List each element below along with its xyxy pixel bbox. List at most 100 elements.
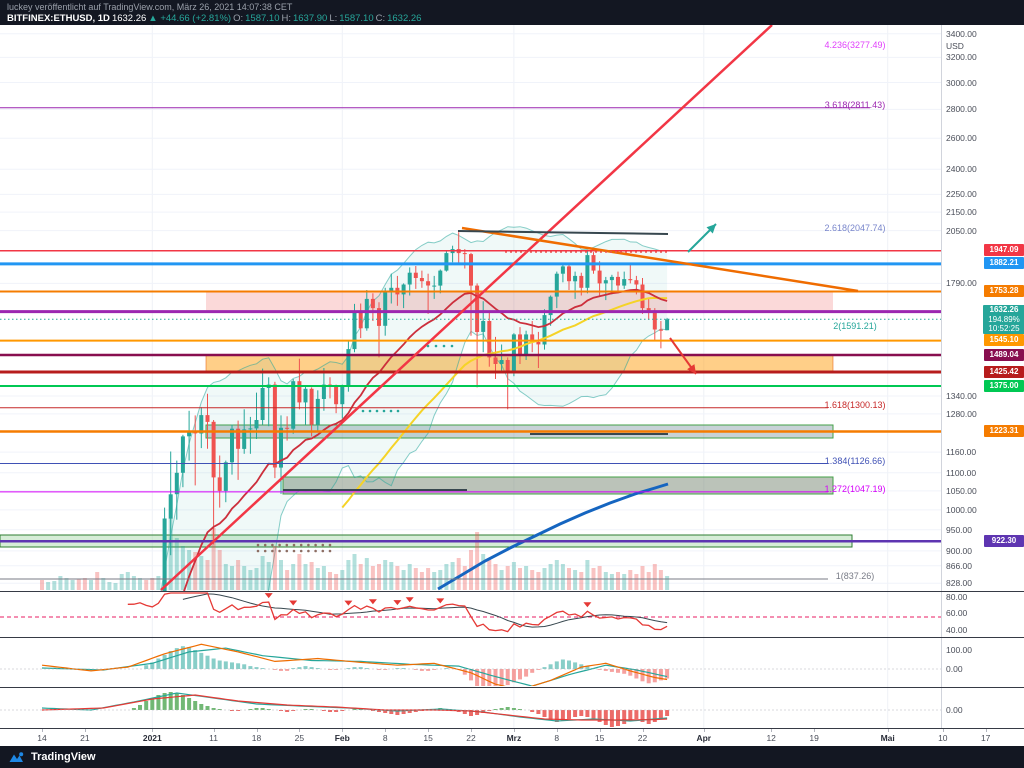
candle [518, 327, 522, 364]
candle [285, 416, 290, 441]
dot-marker [299, 543, 303, 547]
time-label[interactable]: 14 [37, 733, 47, 743]
candle [279, 415, 283, 494]
time-label[interactable]: 17 [980, 733, 991, 743]
dot-marker [361, 409, 365, 413]
gray-segment[interactable] [457, 230, 669, 235]
time-label[interactable]: 22 [466, 733, 476, 743]
price-tick: 2600.00 [946, 133, 977, 144]
fib-level-label[interactable]: 1.618(1300.13) [824, 399, 886, 410]
fib-level-label[interactable]: 1(837.26) [835, 571, 875, 581]
time-label[interactable]: 25 [294, 733, 305, 743]
fib-level-label[interactable]: 4.236(3277.49) [824, 40, 886, 51]
ma-yellow [341, 296, 668, 509]
time-tick [814, 728, 816, 732]
price-tick: 1280.00 [946, 408, 977, 419]
trendline[interactable] [461, 226, 859, 293]
price-level-label[interactable]: 1545.10 [984, 334, 1024, 347]
price-level-label[interactable]: 1223.31 [984, 425, 1024, 437]
arrow-drawing[interactable] [687, 223, 717, 253]
dot-marker [285, 543, 289, 547]
candle [126, 624, 130, 665]
candle [432, 275, 437, 299]
time-label[interactable]: 21 [80, 733, 90, 743]
sell-signal-marker [436, 598, 445, 604]
time-tick [985, 728, 987, 732]
dot-marker [263, 543, 267, 547]
candle [499, 344, 504, 371]
candle [144, 617, 148, 635]
price-level-label[interactable]: 922.30 [984, 534, 1024, 547]
time-label[interactable]: 2021 [142, 733, 162, 743]
fib-lines[interactable] [0, 107, 870, 580]
fib-level-label[interactable]: 2(1591.21) [833, 321, 877, 332]
dot-marker [299, 549, 303, 553]
arrow-drawing[interactable] [669, 337, 697, 375]
price-level-label[interactable]: 1753.28 [984, 285, 1024, 297]
time-label[interactable]: 15 [423, 733, 433, 743]
time-tick [213, 728, 215, 732]
candle [469, 252, 473, 336]
time-label[interactable]: 15 [594, 733, 605, 743]
candle [603, 276, 608, 301]
pane-separator[interactable] [0, 637, 1024, 638]
rsi-pane [0, 592, 941, 633]
candle [89, 684, 93, 717]
sr-lines[interactable] [0, 249, 941, 543]
price-tick: 2400.00 [946, 164, 977, 175]
candle [65, 669, 69, 693]
indicator-tick: 0.00 [946, 705, 963, 715]
time-label[interactable]: 11 [209, 733, 219, 743]
pane-separator[interactable] [0, 728, 1024, 729]
price-stack[interactable]: 1632.26 194.89% 10:52:25 [983, 305, 1024, 334]
fib-level-label[interactable]: 2.618(2047.74) [824, 223, 886, 234]
trendline[interactable] [160, 24, 773, 591]
candle [315, 390, 320, 431]
dot-marker [442, 344, 446, 348]
header-part: ▲ +44.66 (+2.81%) [148, 13, 232, 24]
pane-separator[interactable] [0, 591, 1024, 592]
candle [597, 261, 602, 296]
price-tick: 2150.00 [946, 207, 977, 218]
price-level-label[interactable]: 1489.04 [984, 348, 1024, 361]
price-axis[interactable]: USD 3400.00 3200.00 3000.00 2800.00 2600.00 24… [941, 25, 1024, 746]
time-tick [887, 728, 889, 732]
time-label[interactable]: Mai [880, 733, 895, 743]
time-axis[interactable]: 14 21 2021 11 18 25 Feb 8 15 22 Mrz 8 15 22 Apr 12 19 Mai… [0, 728, 1024, 746]
header-part: 1587.10 [339, 13, 374, 24]
time-tick [42, 728, 43, 732]
price-level-label[interactable]: 1947.09 [984, 244, 1024, 257]
dot-marker [389, 409, 393, 413]
current-price-label[interactable]: 1632.26 [989, 305, 1019, 315]
fib-level-label[interactable]: 1.272(1047.19) [824, 483, 886, 494]
candle [536, 331, 541, 368]
time-label[interactable]: 12 [766, 733, 776, 743]
zone-rect[interactable] [206, 291, 833, 312]
price-level-label[interactable]: 1425.42 [984, 365, 1024, 378]
time-label[interactable]: 8 [382, 733, 388, 743]
candle [340, 384, 345, 419]
time-label[interactable]: 22 [637, 733, 648, 743]
time-label[interactable]: Feb [334, 733, 350, 743]
pane-separator[interactable] [0, 687, 1024, 688]
dot-marker [375, 409, 379, 413]
fib-level-label[interactable]: 3.618(2811.43) [824, 99, 886, 110]
dot-marker [328, 549, 332, 553]
price-tick: 2050.00 [946, 225, 977, 236]
price-level-label[interactable]: 1375.00 [984, 379, 1024, 392]
candle [334, 384, 339, 414]
time-label[interactable]: 8 [554, 733, 560, 743]
price-level-label[interactable]: 1882.21 [984, 257, 1024, 270]
time-label[interactable]: 18 [251, 733, 262, 743]
time-label[interactable]: Apr [696, 733, 712, 743]
drawings[interactable] [160, 24, 859, 591]
time-label[interactable]: 10 [938, 733, 948, 743]
time-label[interactable]: 19 [809, 733, 819, 743]
time-label[interactable]: Mrz [506, 733, 522, 743]
candle [560, 264, 565, 283]
time-tick [84, 728, 86, 732]
fib-level-label[interactable]: 1.384(1126.66) [824, 455, 886, 466]
dot-marker [278, 543, 281, 547]
price-tick: 866.00 [946, 560, 972, 571]
